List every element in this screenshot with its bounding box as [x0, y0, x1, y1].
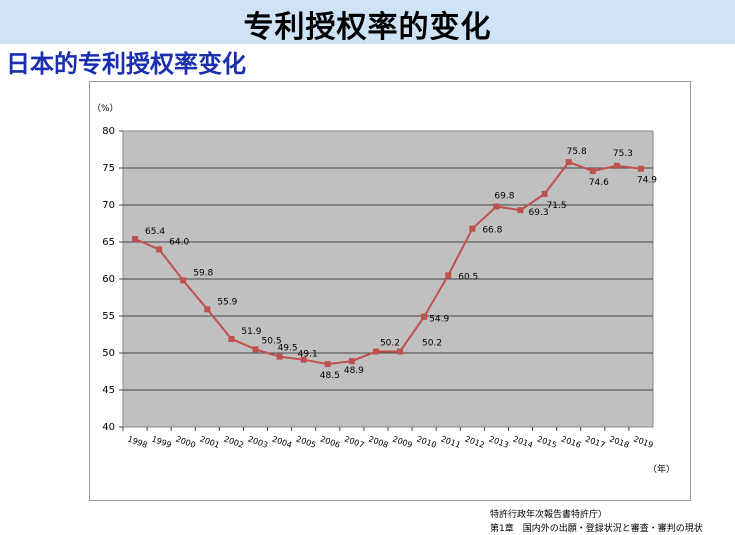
x-tick-label: 1998 — [126, 434, 148, 449]
data-point — [348, 358, 355, 365]
data-label: 75.8 — [567, 147, 587, 157]
x-tick-label: 2019 — [632, 434, 654, 449]
data-label: 51.9 — [241, 327, 261, 337]
data-markers — [132, 159, 644, 368]
x-tick-label: 1999 — [150, 434, 172, 449]
data-label: 69.3 — [529, 208, 549, 218]
page-title: 专利授权率的变化 — [243, 10, 492, 45]
data-point — [228, 335, 235, 342]
y-tick-label: 60 — [102, 274, 115, 285]
data-point — [421, 313, 428, 320]
x-tick-label: 2018 — [608, 434, 630, 449]
data-label: 75.3 — [613, 149, 633, 159]
y-tick-label: 45 — [102, 385, 115, 396]
data-point — [156, 246, 163, 253]
x-tick-label: 2009 — [391, 434, 413, 449]
data-point — [372, 348, 379, 355]
data-point — [493, 203, 500, 210]
x-axis-label: （年） — [648, 463, 675, 475]
source-line-2: 第1章 国内外の出願・登録状況と審査・審判の現状 — [490, 524, 703, 534]
x-tick-label: 2011 — [440, 434, 462, 449]
data-label: 60.5 — [458, 272, 478, 282]
data-point — [324, 361, 331, 368]
data-labels: 65.4 64.0 59.8 55.9 51.950.549.549.1 48.5 48.9… — [145, 147, 657, 381]
x-tick-label: 2004 — [271, 434, 293, 449]
x-tick-label: 2000 — [175, 434, 197, 449]
x-tick-label: 2003 — [247, 434, 269, 449]
data-point — [300, 356, 307, 363]
data-point — [613, 162, 620, 169]
y-axis-ticks: 40 45 50 55 60 65 70 75 80 — [102, 126, 123, 433]
data-point — [252, 346, 259, 353]
y-tick-label: 50 — [102, 348, 115, 359]
y-tick-label: 80 — [102, 126, 115, 137]
data-point — [132, 236, 139, 243]
data-point — [637, 165, 644, 172]
data-label: 59.8 — [193, 268, 213, 278]
x-tick-label: 2002 — [223, 434, 245, 449]
x-tick-label: 2016 — [560, 434, 582, 449]
x-tick-label: 2006 — [319, 434, 341, 449]
data-label: 71.5 — [547, 201, 567, 211]
data-label: 50.2 — [422, 339, 442, 349]
data-point — [517, 207, 524, 214]
data-point — [541, 190, 548, 197]
data-label: 50.2 — [380, 339, 400, 349]
data-point — [565, 159, 572, 166]
data-label: 64.0 — [169, 237, 189, 247]
data-label: 54.9 — [429, 315, 449, 325]
y-tick-label: 55 — [102, 311, 115, 322]
data-label: 48.9 — [344, 366, 364, 376]
data-point — [204, 306, 211, 313]
y-tick-label: 65 — [102, 237, 115, 248]
x-tick-label: 2005 — [295, 434, 317, 449]
data-label: 48.5 — [320, 371, 340, 381]
data-label: 50.5 — [262, 336, 282, 346]
page-subtitle: 日本的专利授权率变化 — [6, 50, 246, 78]
x-tick-label: 2010 — [415, 434, 437, 449]
data-point — [397, 348, 404, 355]
x-tick-label: 2015 — [536, 434, 558, 449]
y-tick-label: 75 — [102, 163, 115, 174]
data-label: 74.9 — [637, 176, 657, 186]
data-label: 49.1 — [298, 350, 318, 360]
data-point — [276, 353, 283, 360]
data-label: 66.8 — [482, 226, 502, 236]
x-tick-label: 2012 — [464, 434, 486, 449]
data-point — [469, 225, 476, 232]
x-tick-label: 2007 — [343, 434, 365, 449]
source-line-1: 特許行政年次報告書特許庁） — [490, 510, 608, 520]
data-point — [445, 272, 452, 279]
x-tick-label: 2013 — [488, 434, 510, 449]
x-tick-label: 2017 — [584, 434, 606, 449]
x-axis-ticks: 1998 1999 2000 2001 2002 2003 2004 2005 2006 2007… — [122, 427, 654, 450]
data-label: 49.5 — [278, 344, 298, 354]
data-label: 69.8 — [494, 191, 514, 201]
y-tick-label: 70 — [102, 200, 115, 211]
x-tick-label: 2014 — [512, 434, 534, 449]
data-point — [589, 167, 596, 174]
data-point — [180, 277, 187, 284]
x-tick-label: 2008 — [367, 434, 389, 449]
title-bar — [0, 0, 735, 44]
data-label: 65.4 — [145, 227, 165, 237]
series-line — [134, 160, 642, 366]
x-tick-label: 2001 — [199, 434, 221, 449]
y-axis-label: （%） — [92, 103, 119, 114]
data-label: 74.6 — [589, 178, 609, 188]
y-tick-label: 40 — [102, 422, 115, 433]
data-label: 55.9 — [217, 297, 237, 307]
